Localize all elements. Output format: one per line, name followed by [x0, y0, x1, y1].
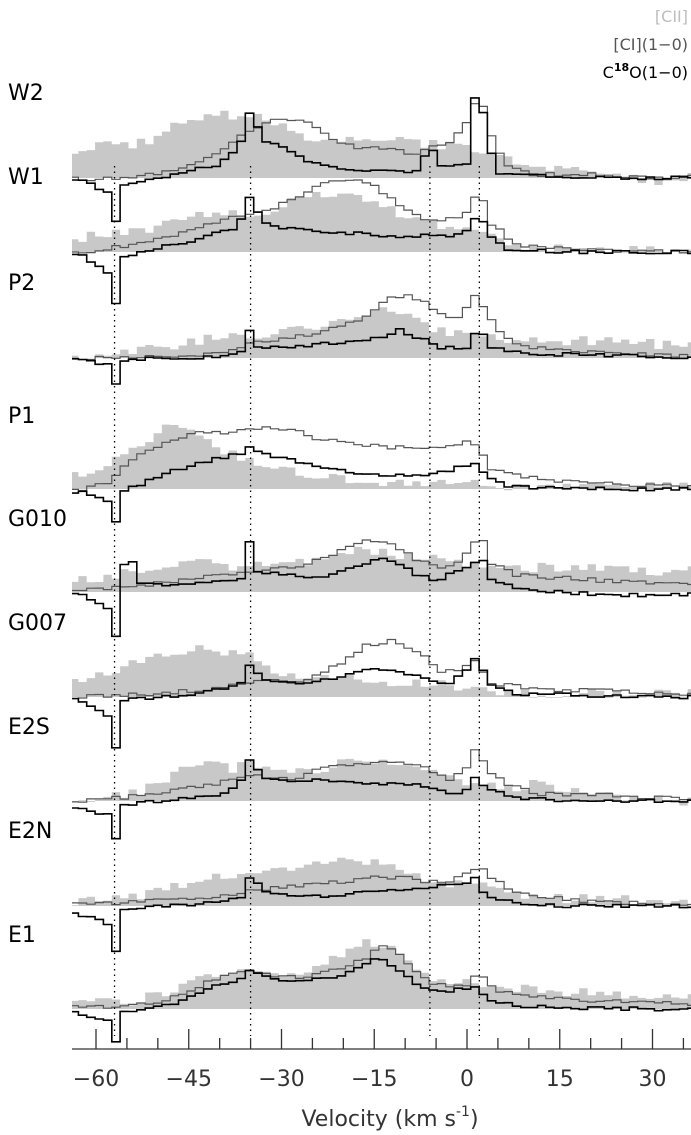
cii-spectrum-p2 — [72, 307, 691, 359]
panel-p1: P1 — [8, 404, 691, 523]
spectra-panels: W2 W1 P2 P1 G010 G007 E2S E2N E1 — [8, 81, 691, 1043]
panel-w1: W1 — [8, 165, 691, 305]
reference-lines — [113, 166, 481, 1036]
cii-spectrum-p1 — [72, 424, 691, 491]
panel-label-p1: P1 — [8, 404, 35, 429]
ci-spectrum-e1 — [72, 945, 691, 1009]
x-tick-label-4: 0 — [460, 1067, 474, 1092]
x-tick-label-0: −60 — [73, 1067, 119, 1092]
panel-e1: E1 — [8, 923, 691, 1043]
legend-c18o-sup: 18 — [614, 61, 629, 74]
ci-spectrum-w1 — [72, 179, 691, 254]
panel-p2: P2 — [8, 271, 691, 385]
panel-label-g010: G010 — [8, 507, 67, 532]
c18o-spectrum-g010 — [72, 541, 691, 638]
x-axis-title: Velocity (km s-1) — [301, 1104, 478, 1132]
cii-spectrum-w2 — [72, 110, 691, 185]
legend: [CII] [CI](1−0) C18O(1−0) — [603, 7, 688, 82]
panel-g010: G010 — [8, 507, 691, 638]
panel-g007: G007 — [8, 611, 691, 749]
ci-spectrum-w2 — [72, 103, 691, 182]
panel-label-w2: W2 — [8, 81, 44, 106]
x-tick-label-5: 15 — [546, 1067, 574, 1092]
legend-entry-cii: [CII] — [655, 7, 688, 26]
panel-e2n: E2N — [8, 819, 691, 953]
panel-label-w1: W1 — [8, 165, 44, 190]
panel-label-e1: E1 — [8, 923, 36, 948]
x-tick-label-3: −15 — [351, 1067, 397, 1092]
c18o-spectrum-p1 — [72, 446, 691, 523]
ci-spectrum-p2 — [72, 294, 691, 361]
ci-spectrum-e2s — [72, 749, 691, 803]
panel-w2: W2 — [8, 81, 691, 223]
panel-label-e2s: E2S — [8, 715, 50, 740]
x-tick-label-1: −45 — [166, 1067, 212, 1092]
x-tick-label-2: −30 — [258, 1067, 304, 1092]
panel-e2s: E2S — [8, 715, 691, 840]
x-axis: −60 −45 −30 −15 0 15 30 — [72, 1029, 691, 1092]
panel-label-e2n: E2N — [8, 819, 52, 844]
panel-label-g007: G007 — [8, 611, 67, 636]
ci-spectrum-g010 — [72, 539, 691, 592]
x-tick-label-6: 30 — [639, 1067, 667, 1092]
ci-spectrum-p1 — [72, 426, 691, 492]
ci-spectrum-g007 — [72, 638, 691, 700]
legend-entry-ci: [CI](1−0) — [613, 35, 688, 54]
ci-spectrum-e2n — [72, 868, 691, 907]
cii-spectrum-e1 — [72, 939, 691, 1009]
c18o-spectrum-e2n — [72, 876, 691, 953]
x-axis-title-sup: -1 — [456, 1104, 470, 1120]
legend-c18o-base: C — [603, 63, 614, 82]
c18o-spectrum-w2 — [72, 97, 691, 223]
c18o-spectrum-g007 — [72, 657, 691, 749]
legend-c18o-rest: O(1−0) — [629, 63, 688, 82]
cii-spectrum-g007 — [72, 645, 691, 698]
c18o-spectrum-e1 — [72, 958, 691, 1043]
cii-spectrum-e2n — [72, 857, 691, 907]
c18o-spectrum-w1 — [72, 196, 691, 305]
c18o-spectrum-e2s — [72, 759, 691, 840]
panel-label-p2: P2 — [8, 271, 35, 296]
cii-spectrum-w1 — [72, 192, 691, 255]
x-axis-title-close: ) — [470, 1107, 479, 1132]
legend-entry-c18o: C18O(1−0) — [603, 61, 688, 82]
cii-spectrum-g010 — [72, 546, 691, 592]
x-axis-title-main: Velocity (km s — [301, 1107, 456, 1132]
c18o-spectrum-p2 — [72, 328, 691, 385]
